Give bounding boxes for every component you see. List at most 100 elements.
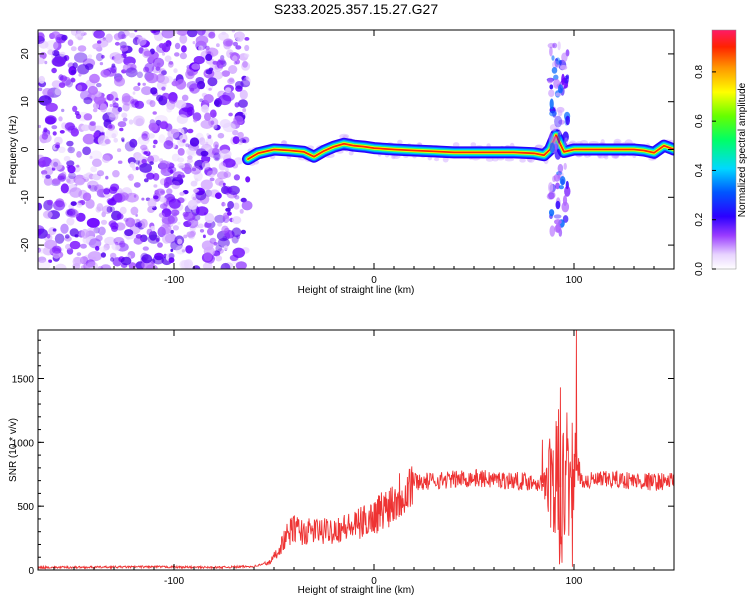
noise-blob xyxy=(90,150,103,160)
noise-blob xyxy=(52,228,57,232)
noise-blob xyxy=(241,75,248,81)
noise-blob xyxy=(108,112,119,121)
noise-blob xyxy=(96,82,102,88)
noise-blob xyxy=(105,128,118,139)
noise-blob xyxy=(125,217,136,228)
noise-blob xyxy=(209,109,217,118)
disturbance-blob xyxy=(563,162,567,170)
noise-blob xyxy=(198,45,204,51)
noise-blob xyxy=(51,245,62,254)
noise-blob xyxy=(227,211,232,216)
noise-blob xyxy=(187,128,194,134)
disturbance-blob xyxy=(555,92,562,97)
noise-blob xyxy=(100,264,112,269)
noise-blob xyxy=(152,173,160,181)
noise-blob xyxy=(190,87,195,92)
noise-blob xyxy=(179,34,188,44)
trace-halo-blob xyxy=(611,154,620,159)
noise-blob xyxy=(221,70,230,77)
noise-blob xyxy=(106,107,121,118)
noise-blob xyxy=(38,260,51,269)
y-tick-label: 20 xyxy=(20,48,31,60)
noise-blob xyxy=(141,254,153,264)
noise-blob xyxy=(104,236,116,246)
noise-blob xyxy=(83,173,89,180)
noise-blob xyxy=(179,52,187,60)
noise-blob xyxy=(218,32,229,41)
noise-blob xyxy=(161,30,175,39)
noise-blob xyxy=(82,133,96,145)
noise-blob xyxy=(77,84,83,92)
noise-blob xyxy=(93,30,105,39)
noise-blob xyxy=(91,158,102,167)
y-tick-label: 10 xyxy=(20,96,31,108)
noise-blob xyxy=(68,184,78,192)
noise-blob xyxy=(128,119,134,125)
noise-blob xyxy=(119,41,127,49)
colorbar-tick-label: 0.0 xyxy=(694,262,705,276)
noise-blob xyxy=(192,196,197,201)
noise-blob xyxy=(119,127,124,132)
noise-blob xyxy=(80,228,89,239)
disturbance-blob xyxy=(549,142,555,153)
noise-blob xyxy=(66,209,76,216)
noise-blob xyxy=(193,56,205,65)
noise-blob xyxy=(169,169,174,174)
noise-blob xyxy=(234,102,240,108)
noise-blob xyxy=(153,139,158,145)
noise-blob xyxy=(153,184,158,188)
noise-blob xyxy=(183,212,196,221)
noise-blob xyxy=(172,171,185,180)
noise-blob xyxy=(108,186,118,194)
colorbar: 0.0 0.2 0.4 0.6 0.8 Normalized spectral ampl… xyxy=(694,29,748,276)
noise-blob xyxy=(111,63,116,68)
noise-blob xyxy=(162,234,171,244)
noise-blob xyxy=(134,222,143,228)
noise-blob xyxy=(86,217,100,228)
noise-blob xyxy=(92,256,97,260)
noise-blob xyxy=(69,187,82,198)
disturbance-blob xyxy=(555,57,561,65)
noise-blob xyxy=(195,77,205,84)
trace-halo-blob xyxy=(492,157,499,162)
noise-blob xyxy=(116,213,124,220)
noise-blob xyxy=(159,203,168,210)
noise-blob xyxy=(231,30,236,33)
noise-blob xyxy=(112,170,120,178)
noise-blob xyxy=(94,184,104,193)
noise-blob xyxy=(68,209,80,218)
noise-blob xyxy=(61,34,68,41)
noise-blob xyxy=(44,115,57,125)
noise-blob xyxy=(212,124,218,130)
noise-blob xyxy=(146,228,153,236)
noise-blob xyxy=(149,161,154,166)
noise-blob xyxy=(222,182,226,187)
noise-blob xyxy=(70,30,79,36)
disturbance-blob xyxy=(554,115,563,128)
noise-blob xyxy=(220,262,231,269)
noise-blob xyxy=(191,167,197,172)
noise-blob xyxy=(47,49,54,55)
noise-blob xyxy=(120,34,127,39)
noise-blob xyxy=(152,144,156,149)
noise-blob xyxy=(244,44,250,52)
noise-blob xyxy=(203,94,214,104)
noise-blob xyxy=(42,88,53,97)
noise-blob xyxy=(140,218,148,229)
noise-blob xyxy=(200,150,209,157)
noise-blob xyxy=(155,188,166,196)
noise-blob xyxy=(96,203,104,212)
noise-blob xyxy=(133,85,141,92)
noise-blob xyxy=(101,211,106,218)
noise-blob xyxy=(174,42,181,50)
noise-blob xyxy=(38,124,41,129)
noise-blob xyxy=(175,79,187,90)
noise-blob xyxy=(110,222,119,230)
noise-blob xyxy=(231,235,239,244)
noise-blob xyxy=(38,159,46,168)
noise-blob xyxy=(196,148,207,156)
noise-blob xyxy=(185,69,195,80)
noise-blob xyxy=(204,213,215,224)
noise-blob xyxy=(189,225,196,232)
